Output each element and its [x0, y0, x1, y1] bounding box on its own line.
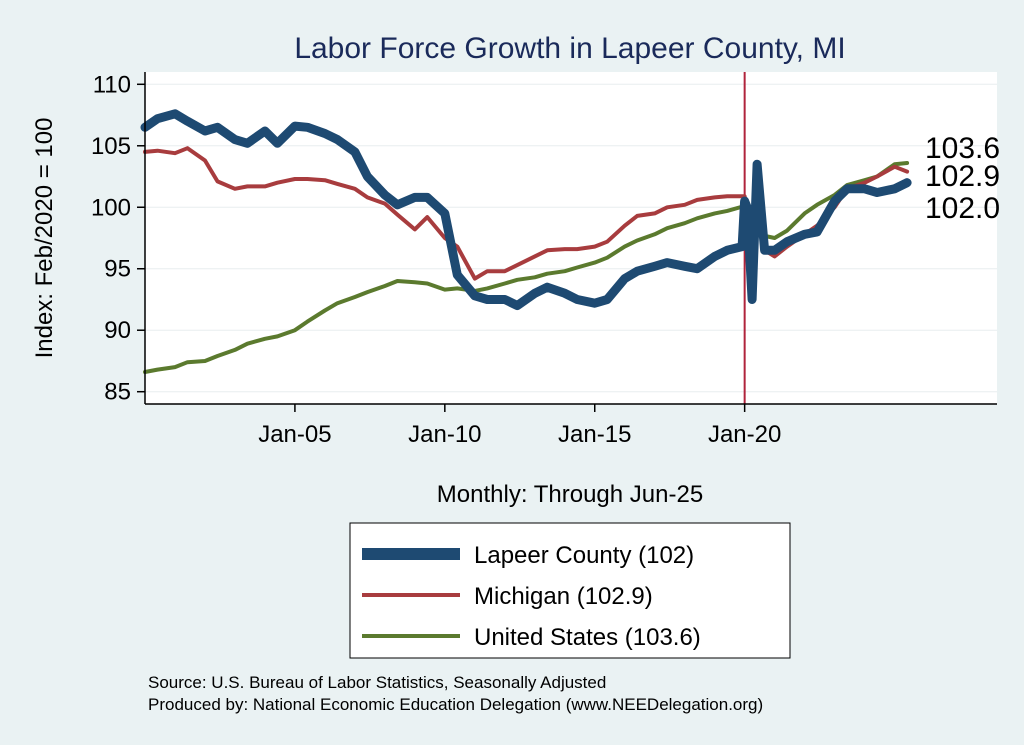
end-value-label: 102.0	[925, 192, 1000, 225]
legend-label: United States (103.6)	[474, 624, 701, 651]
source-note: Source: U.S. Bureau of Labor Statistics,…	[148, 673, 606, 692]
x-axis-ticks: Jan-05 Jan-10 Jan-15 Jan-20	[258, 404, 781, 448]
y-tick-label: 85	[104, 379, 131, 406]
series-lines	[140, 109, 912, 374]
plot-area	[140, 72, 997, 405]
plot-background	[145, 72, 997, 404]
y-axis-label: Index: Feb/2020 = 100	[31, 118, 58, 359]
y-tick-label: 95	[104, 256, 131, 283]
y-axis-ticks: 85 90 95 100 105 110	[91, 71, 145, 406]
x-axis-label: Monthly: Through Jun-25	[437, 481, 703, 508]
end-value-label: 103.6	[925, 132, 1000, 165]
legend: Lapeer County (102) Michigan (102.9) Unite…	[349, 522, 791, 659]
x-tick-label: Jan-10	[408, 421, 481, 448]
legend-items: Lapeer County (102) Michigan (102.9) Unite…	[362, 542, 701, 651]
series-line	[140, 109, 912, 311]
x-tick-label: Jan-05	[258, 421, 331, 448]
x-tick-label: Jan-20	[708, 421, 781, 448]
y-tick-label: 90	[104, 317, 131, 344]
end-value-label: 102.9	[925, 160, 1000, 193]
chart-title: Labor Force Growth in Lapeer County, MI	[294, 32, 845, 65]
producer-note: Produced by: National Economic Education…	[148, 695, 763, 714]
series-line	[143, 146, 910, 290]
legend-label: Michigan (102.9)	[474, 583, 653, 610]
series-line	[143, 161, 910, 374]
y-tick-label: 100	[91, 194, 131, 221]
legend-label: Lapeer County (102)	[474, 542, 694, 569]
x-tick-label: Jan-15	[558, 421, 631, 448]
y-tick-label: 110	[93, 71, 131, 98]
y-tick-label: 105	[91, 133, 131, 160]
